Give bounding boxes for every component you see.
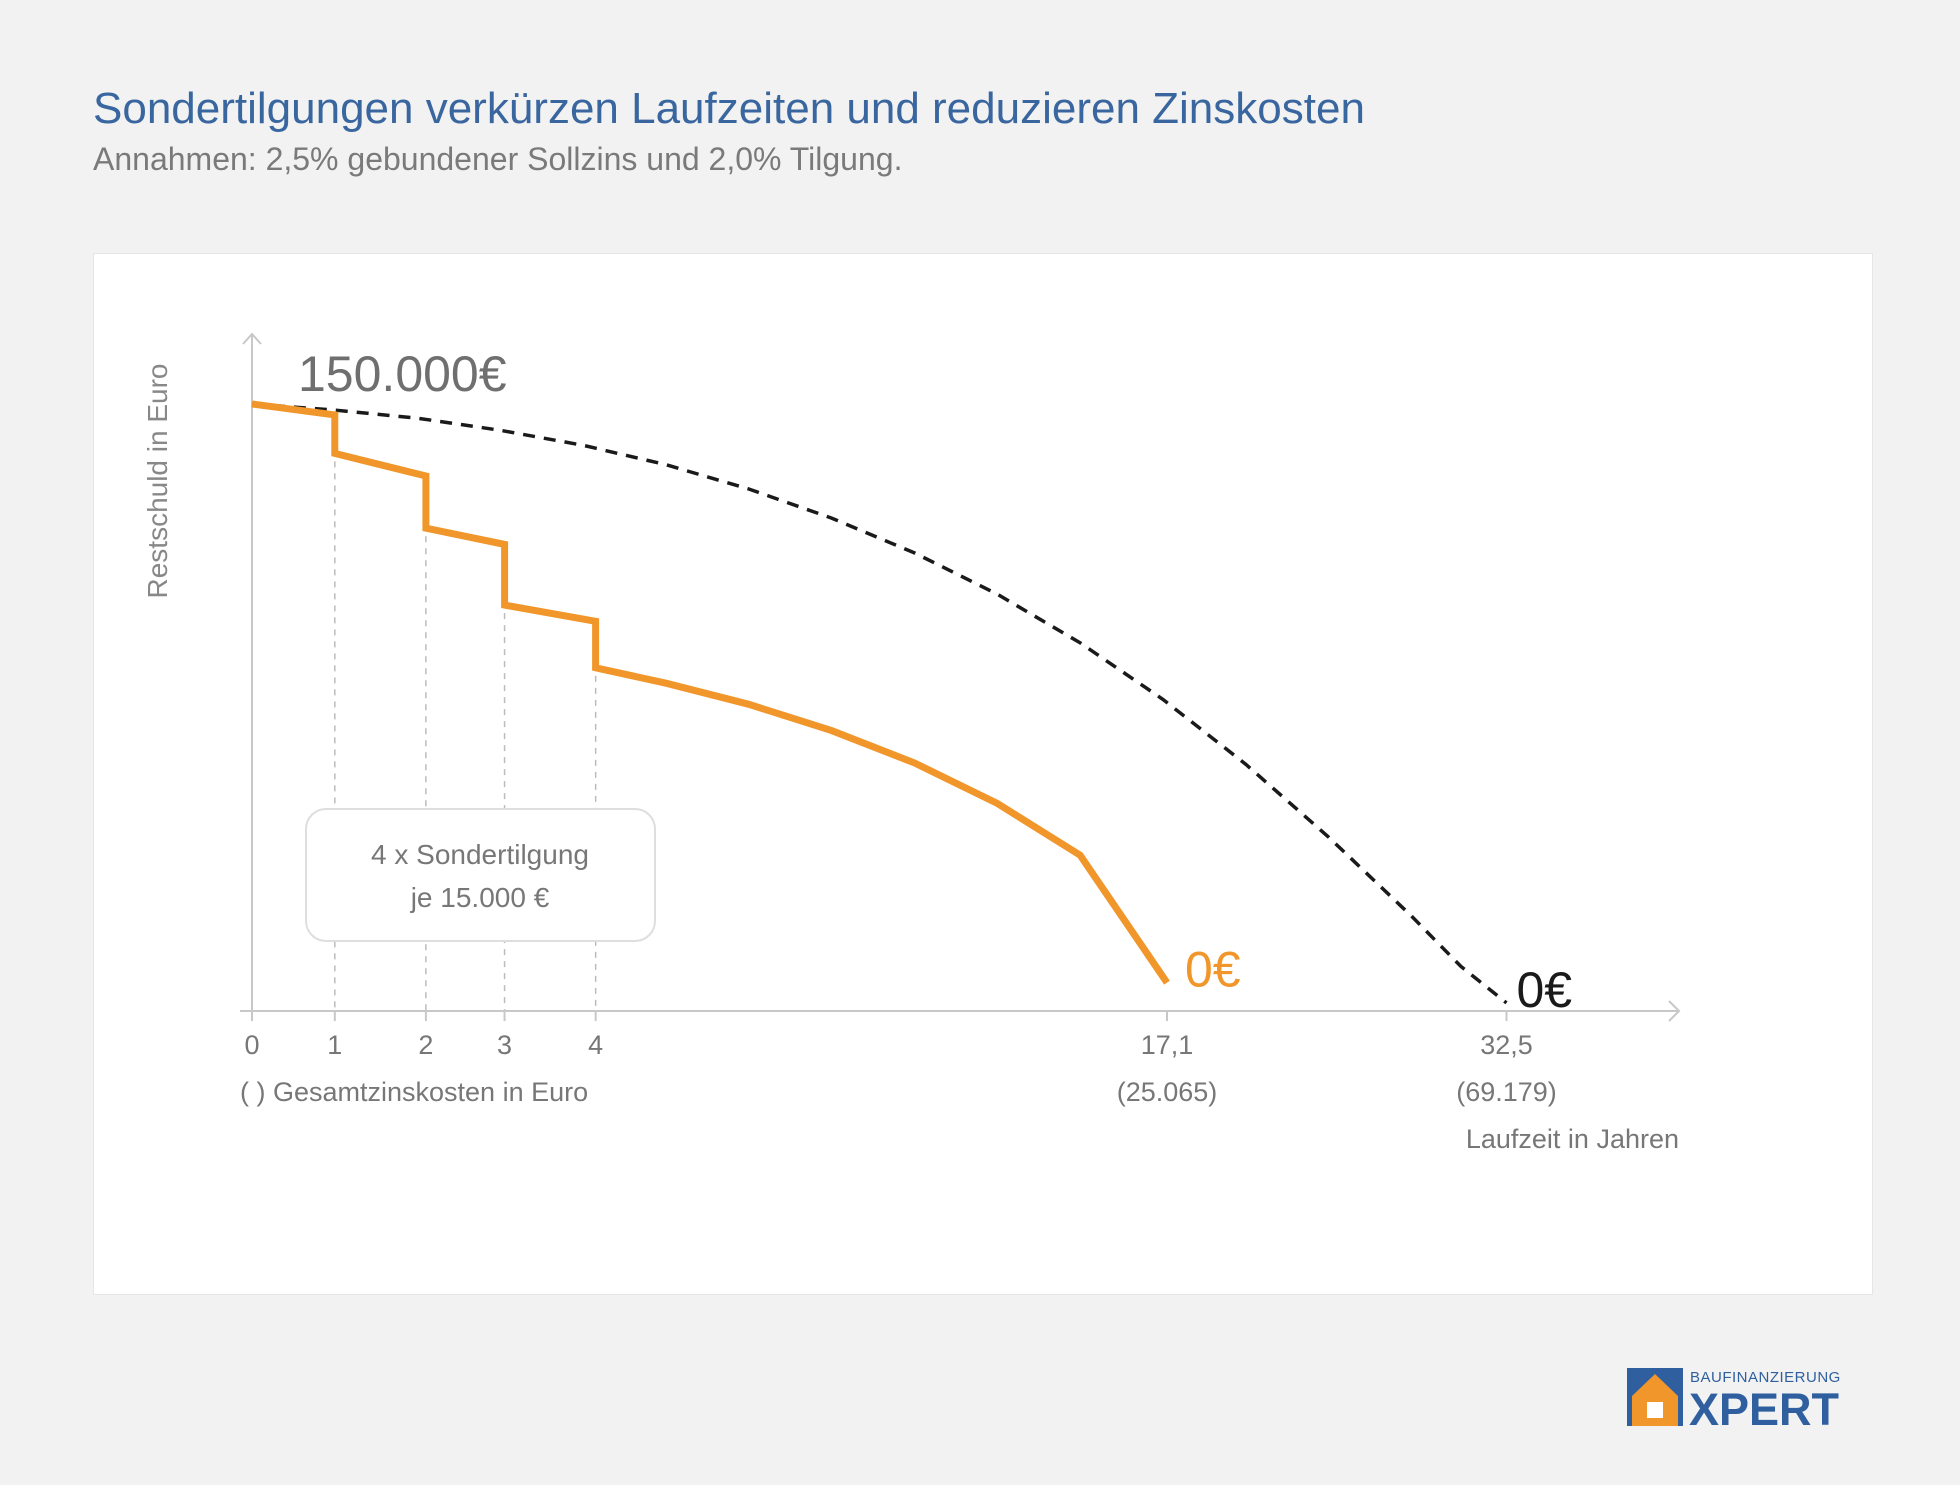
chart-title: Sondertilgungen verkürzen Laufzeiten und… [93, 84, 1365, 133]
x-tick-label: 3 [497, 1030, 512, 1060]
x-tick-label: 1 [327, 1030, 342, 1060]
x-axis-title: Laufzeit in Jahren [1466, 1124, 1679, 1154]
x-axis-secondary-title: ( ) Gesamtzinskosten in Euro [240, 1077, 588, 1107]
x-tick-label: 32,5 [1480, 1030, 1533, 1060]
y-axis-title: Restschuld in Euro [142, 363, 173, 598]
y-axis-arrow [242, 332, 262, 345]
annotation-box-frame [305, 808, 656, 942]
annotation-line-1: 4 x Sondertilgung [371, 839, 589, 870]
x-tick-label: 0 [244, 1030, 259, 1060]
logo-mark-icon [1627, 1368, 1683, 1426]
series-line-standard [251, 402, 1508, 1005]
chart-subtitle: Annahmen: 2,5% gebundener Sollzins und 2… [93, 141, 903, 177]
annotation-box: 4 x Sondertilgung je 15.000 € [305, 808, 656, 942]
annotation-line-2: je 15.000 € [410, 882, 550, 913]
x-tick-label: 17,1 [1141, 1030, 1194, 1060]
x-tick-sublabel: (25.065) [1117, 1077, 1218, 1107]
x-tick-label: 4 [588, 1030, 603, 1060]
chart-axes [240, 332, 1681, 1022]
logo-text-main: XPERT [1689, 1384, 1839, 1432]
end-label-sondertilgung: 0€ [1185, 942, 1241, 998]
chart-lines [251, 400, 1508, 1005]
x-tick-sublabel: (69.179) [1456, 1077, 1557, 1107]
series-line-sondertilgung [251, 400, 1170, 985]
chart-panel: 0 1 2 3 4 17,1 (25.065) 32,5 (69.179) 0€ 0€ 150.000… [93, 253, 1873, 1295]
logo-text-top: BAUFINANZIERUNG [1690, 1369, 1841, 1386]
brand-logo: BAUFINANZIERUNG XPERT [1627, 1368, 1841, 1432]
start-value-label: 150.000€ [298, 346, 507, 402]
end-label-standard: 0€ [1517, 962, 1573, 1018]
chart-labels: 0 1 2 3 4 17,1 (25.065) 32,5 (69.179) 0€ 0€ 150.000… [142, 346, 1679, 1154]
x-axis-arrow [1668, 1000, 1681, 1022]
chart-svg: 0 1 2 3 4 17,1 (25.065) 32,5 (69.179) 0€ 0€ 150.000… [142, 332, 1681, 1154]
x-tick-label: 2 [418, 1030, 433, 1060]
